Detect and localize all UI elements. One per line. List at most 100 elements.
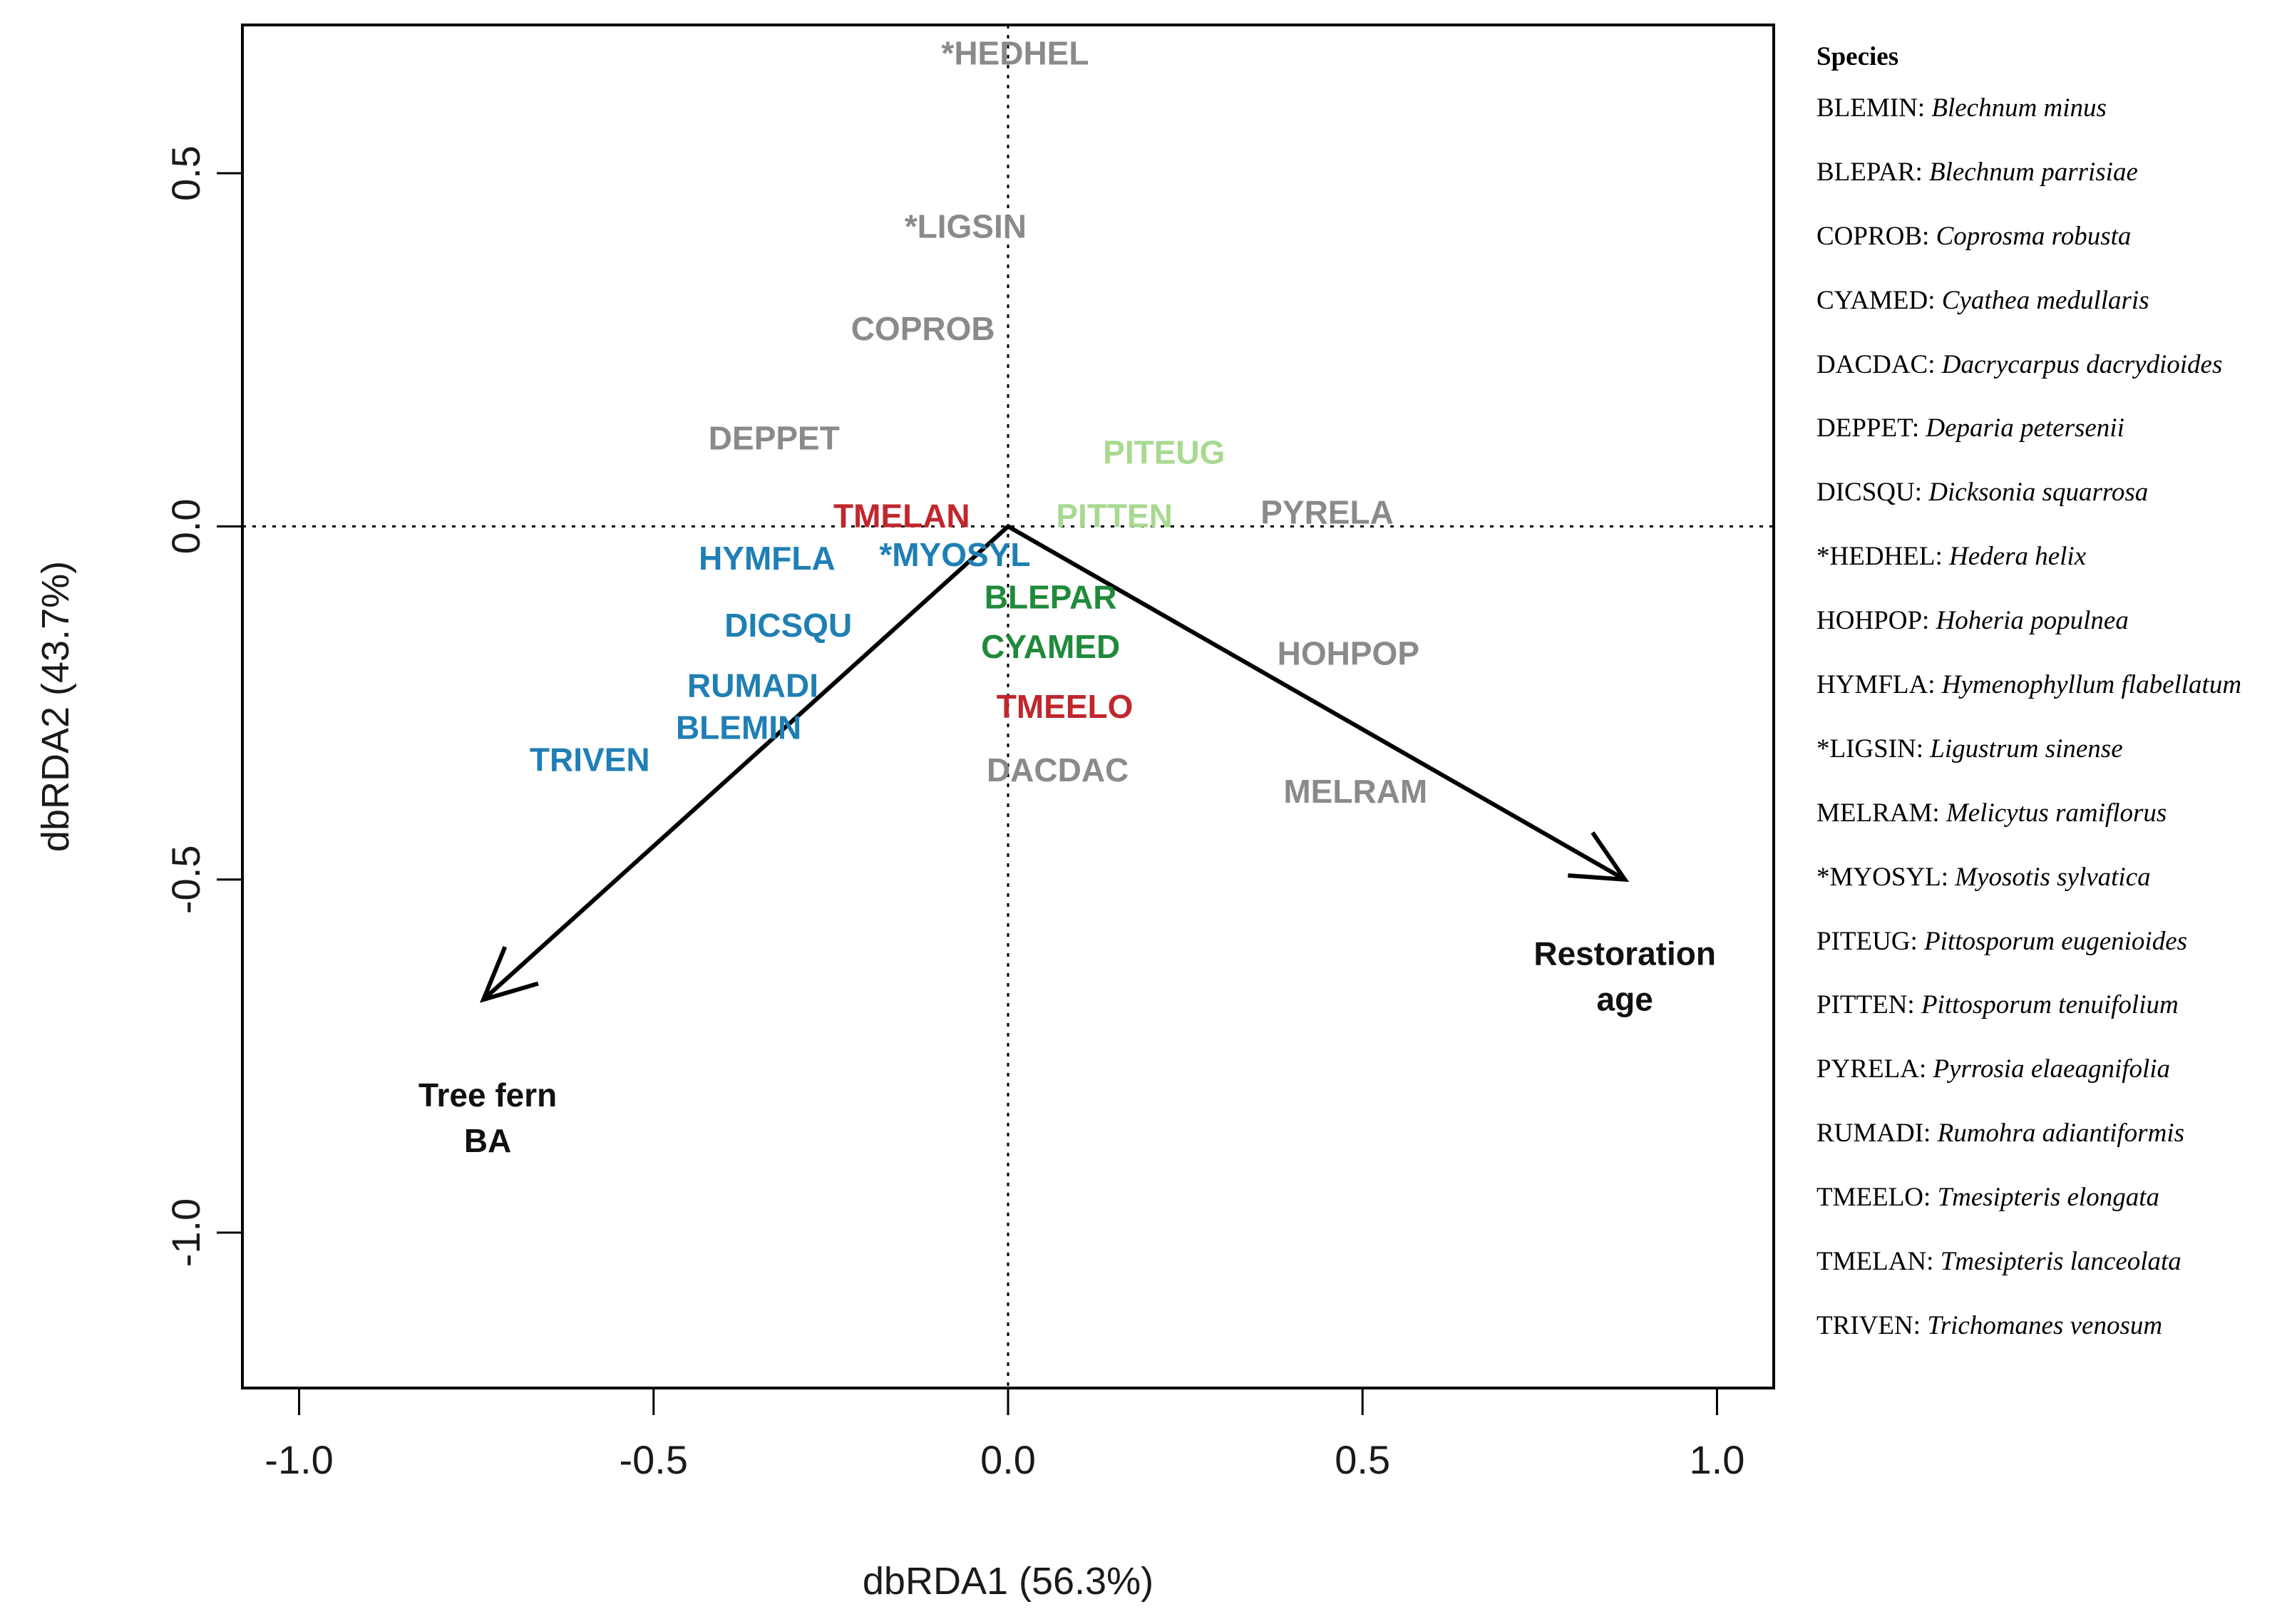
species-label: DACDAC [987, 751, 1129, 788]
species-label: PYRELA [1260, 494, 1394, 531]
y-axis: -1.0 -0.5 0.0 0.5 [163, 145, 242, 1267]
x-axis-title: dbRDA1 (56.3%) [863, 1560, 1153, 1603]
legend-item: PITEUG: Pittosporum eugenioides [1816, 924, 2287, 988]
legend-item: TMEELO: Tmesipteris elongata [1816, 1180, 2287, 1244]
species-labels: *HEDHEL *LIGSIN COPROB DEPPET PITEUG TMELAN PI… [530, 35, 1427, 810]
legend-item: DICSQU: Dicksonia squarrosa [1816, 475, 2287, 539]
legend-item: DEPPET: Deparia petersenii [1816, 411, 2287, 475]
legend-species-code: DICSQU: [1816, 478, 1929, 508]
legend-species-code: PITEUG: [1816, 926, 1925, 956]
legend-species-name: Ligustrum sinense [1930, 734, 2123, 764]
vector-label: Tree fern [418, 1076, 557, 1114]
legend-item: PITTEN: Pittosporum tenuifolium [1816, 987, 2287, 1052]
legend-item: RUMADI: Rumohra adiantiformis [1816, 1116, 2287, 1180]
vector-arrow-shaft [482, 525, 1010, 1002]
legend-item: *HEDHEL: Hedera helix [1816, 539, 2287, 603]
legend-species-name: Coprosma robusta [1936, 221, 2132, 251]
legend-item: TRIVEN: Trichomanes venosum [1816, 1308, 2287, 1372]
species-label: HOHPOP [1278, 635, 1419, 672]
legend-item: DACDAC: Dacrycarpus dacrydioides [1816, 347, 2287, 411]
species-label: *MYOSYL [879, 536, 1030, 573]
legend-species-name: Dacrycarpus dacrydioides [1941, 349, 2223, 379]
species-label: COPROB [851, 310, 995, 347]
legend-species-code: DACDAC: [1816, 349, 1942, 379]
legend-species-code: CYAMED: [1816, 285, 1942, 315]
vector-label: Restoration [1533, 935, 1716, 972]
legend-item: CYAMED: Cyathea medullaris [1816, 283, 2287, 347]
species-label: DEPPET [709, 420, 840, 457]
legend-species-name: Pittosporum tenuifolium [1921, 990, 2179, 1020]
species-legend: Species BLEMIN: Blechnum minus BLEPAR: Bl… [1816, 41, 2287, 1372]
species-label: RUMADI [687, 667, 818, 704]
y-tick-label: -1.0 [163, 1198, 208, 1268]
legend-species-name: Hoheria populnea [1936, 606, 2129, 636]
legend-species-name: Rumohra adiantiformis [1937, 1119, 2184, 1148]
legend-species-name: Myosotis sylvatica [1955, 862, 2151, 892]
y-tick-label: 0.5 [163, 145, 208, 201]
x-tick-label: 0.5 [1335, 1437, 1390, 1482]
legend-item: COPROB: Coprosma robusta [1816, 219, 2287, 283]
species-label: *LIGSIN [905, 207, 1027, 245]
legend-item: *MYOSYL: Myosotis sylvatica [1816, 860, 2287, 924]
y-axis-title: dbRDA2 (43.7%) [34, 561, 77, 852]
vector-label: age [1597, 981, 1653, 1018]
legend-species-name: Hedera helix [1949, 542, 2087, 572]
legend-species-code: PITTEN: [1816, 990, 1921, 1020]
x-tick-label: 0.0 [980, 1437, 1036, 1482]
legend-species-name: Melicytus ramiflorus [1946, 798, 2167, 828]
species-label: PITTEN [1056, 498, 1173, 535]
species-label: HYMFLA [699, 540, 836, 577]
species-label: *HEDHEL [941, 35, 1089, 72]
legend-species-name: Tmesipteris elongata [1937, 1183, 2159, 1213]
x-tick-label: -1.0 [264, 1437, 334, 1482]
environmental-vectors: Tree fern BA Restoration age [418, 524, 1716, 1159]
legend-species-code: TMELAN: [1816, 1247, 1941, 1277]
species-label: BLEMIN [676, 709, 801, 746]
legend-species-name: Pittosporum eugenioides [1924, 926, 2188, 956]
legend-species-code: RUMADI: [1816, 1119, 1938, 1148]
x-tick-label: -0.5 [620, 1437, 689, 1482]
vector-arrowhead [1568, 831, 1630, 883]
legend-species-code: PYRELA: [1816, 1054, 1933, 1084]
vector-arrowhead [479, 945, 539, 1003]
vector-label: BA [464, 1122, 511, 1159]
legend-item: PYRELA: Pyrrosia elaeagnifolia [1816, 1052, 2287, 1116]
legend-species-code: *LIGSIN: [1816, 734, 1931, 764]
legend-species-code: HOHPOP: [1816, 606, 1936, 636]
species-label: TMELAN [833, 498, 970, 535]
legend-item: BLEPAR: Blechnum parrisiae [1816, 155, 2287, 219]
legend-item: BLEMIN: Blechnum minus [1816, 91, 2287, 155]
legend-item: *LIGSIN: Ligustrum sinense [1816, 731, 2287, 796]
species-label: TRIVEN [530, 741, 650, 778]
legend-title: Species [1816, 42, 1899, 71]
x-axis: -1.0 -0.5 0.0 0.5 1.0 [264, 1387, 1745, 1482]
y-tick-label: -0.5 [163, 845, 208, 914]
legend-species-code: MELRAM: [1816, 798, 1946, 828]
legend-item: MELRAM: Melicytus ramiflorus [1816, 796, 2287, 860]
legend-species-name: Deparia petersenii [1926, 413, 2124, 443]
legend-species-code: TMEELO: [1816, 1183, 1938, 1213]
species-label: MELRAM [1283, 773, 1427, 810]
legend-species-name: Trichomanes venosum [1927, 1310, 2163, 1340]
species-label: BLEPAR [985, 578, 1117, 615]
legend-item: HOHPOP: Hoheria populnea [1816, 603, 2287, 667]
legend-species-name: Cyathea medullaris [1941, 285, 2149, 315]
x-tick-label: 1.0 [1690, 1437, 1745, 1482]
reference-lines [242, 25, 1774, 1388]
legend-species-name: Pyrrosia elaeagnifolia [1933, 1054, 2171, 1084]
legend-species-name: Tmesipteris lanceolata [1940, 1247, 2181, 1277]
species-label: DICSQU [724, 607, 852, 644]
legend-species-code: *MYOSYL: [1816, 862, 1956, 892]
legend-item: HYMFLA: Hymenophyllum flabellatum [1816, 667, 2287, 731]
legend-species-code: TRIVEN: [1816, 1310, 1928, 1340]
legend-species-code: BLEPAR: [1816, 157, 1929, 187]
legend-species-code: HYMFLA: [1816, 670, 1942, 700]
legend-species-code: DEPPET: [1816, 413, 1926, 443]
vector-arrow-shaft [1007, 524, 1626, 882]
species-label: CYAMED [981, 628, 1120, 665]
legend-species-code: *HEDHEL: [1816, 542, 1949, 572]
y-tick-label: 0.0 [163, 498, 208, 554]
species-label: PITEUG [1103, 433, 1225, 471]
species-label: TMEELO [997, 688, 1134, 725]
